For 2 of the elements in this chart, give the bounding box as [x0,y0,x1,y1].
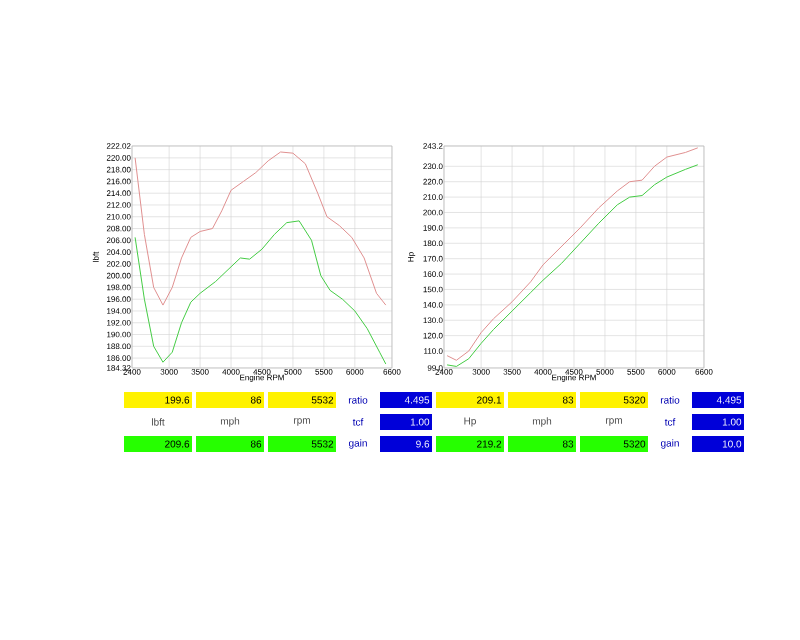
line-series [134,220,387,365]
line-series [134,151,387,306]
